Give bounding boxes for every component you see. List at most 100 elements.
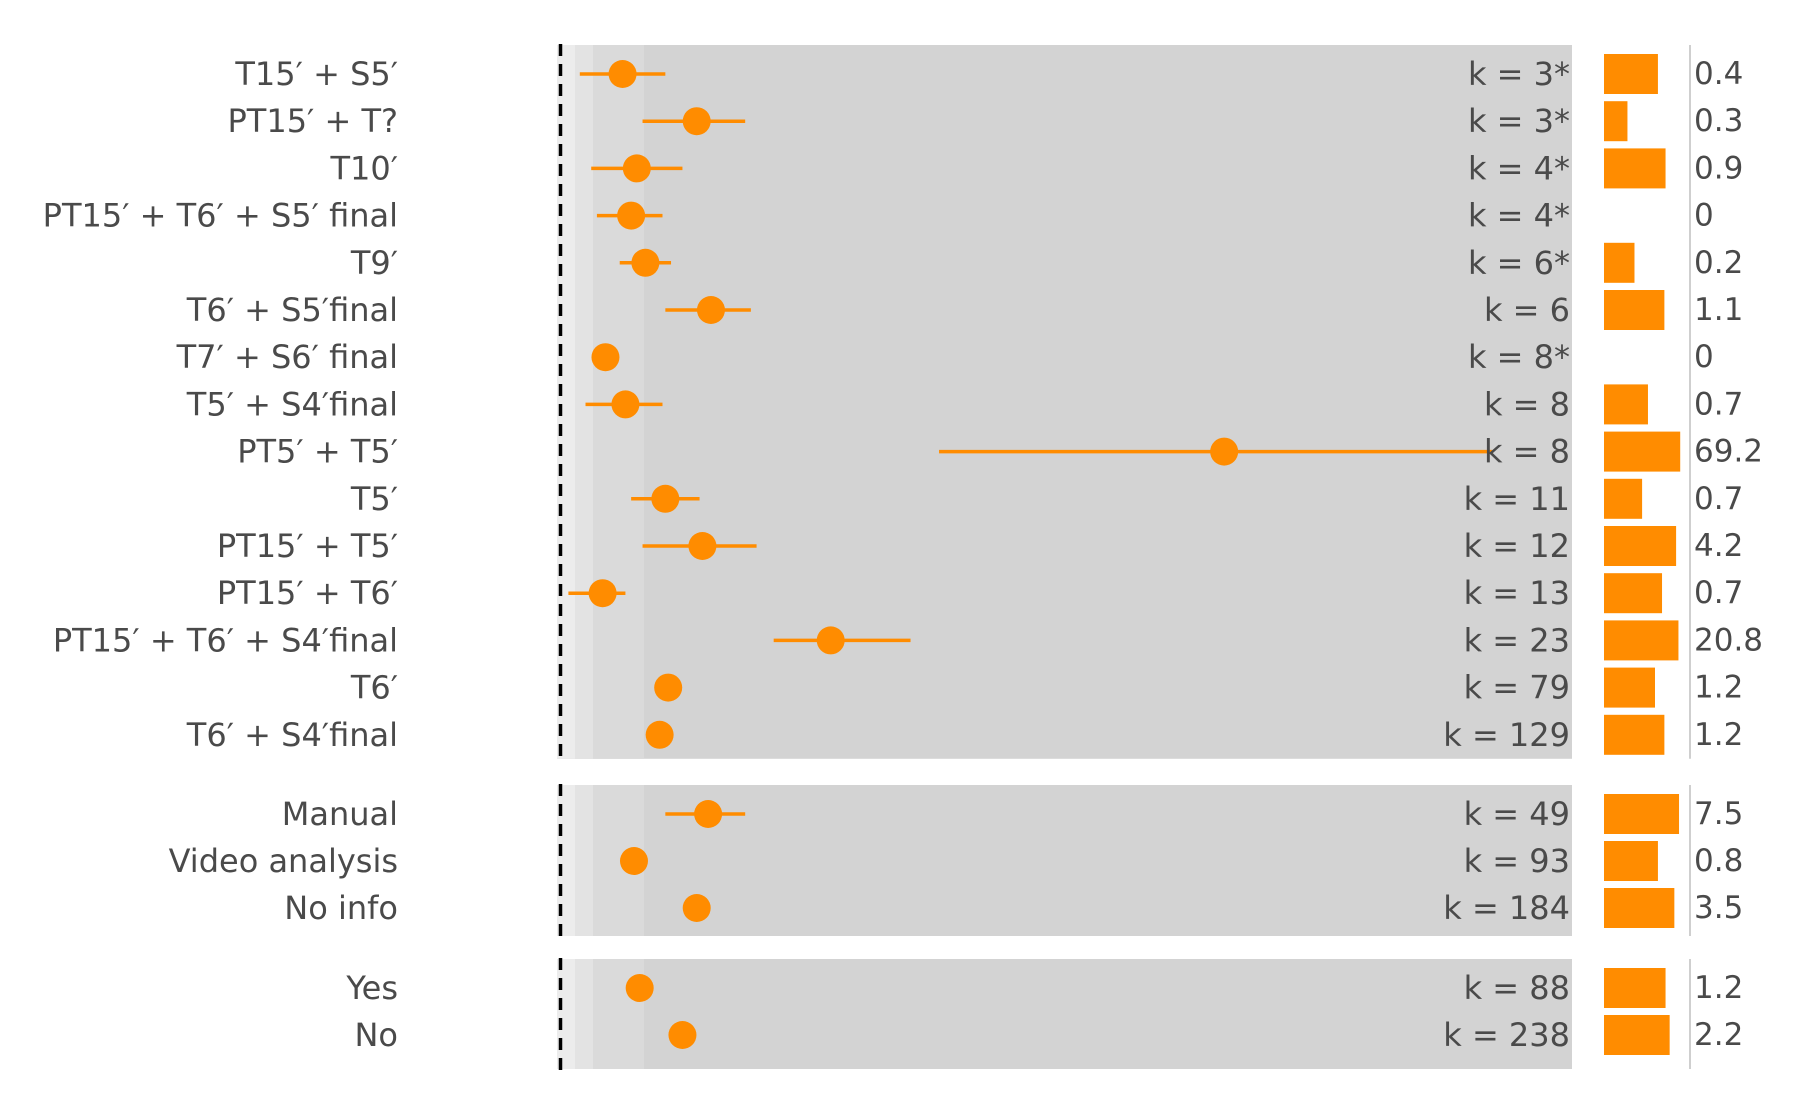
k-count-label: k = 49 [1464, 795, 1570, 833]
k-count-label: k = 12 [1464, 527, 1570, 565]
estimate-point [668, 1021, 696, 1049]
value-label: 1.2 [1694, 970, 1743, 1006]
group-2-shade-band-0 [557, 959, 575, 1069]
value-label: 4.2 [1694, 528, 1743, 564]
weight-bar [1604, 148, 1666, 188]
k-count-label: k = 6 [1484, 291, 1570, 329]
row-label: T6′ + S4′final [186, 716, 398, 754]
value-label: 1.2 [1694, 670, 1743, 706]
row-label: T6′ + S5′final [186, 291, 398, 329]
group-1-shade-band-1 [575, 785, 593, 936]
row-label: PT15′ + T6′ + S4′final [53, 621, 398, 659]
row-label: No [354, 1016, 398, 1054]
weight-bar [1604, 668, 1655, 708]
row-label: PT15′ + T6′ [217, 574, 398, 612]
row-label: Manual [282, 795, 398, 833]
k-count-label: k = 88 [1464, 969, 1570, 1007]
row-label: T10′ [329, 149, 398, 187]
estimate-point [611, 390, 639, 418]
k-count-label: k = 11 [1464, 480, 1570, 518]
estimate-point [617, 202, 645, 230]
weight-bar [1604, 384, 1648, 424]
row-label: PT15′ + T5′ [217, 527, 398, 565]
weight-bar [1604, 888, 1674, 928]
group-0-shade-band-1 [575, 45, 593, 759]
weight-bar [1604, 526, 1676, 566]
k-count-label: k = 184 [1443, 889, 1570, 927]
weight-bar [1604, 573, 1662, 613]
estimate-point [631, 249, 659, 277]
estimate-point [688, 532, 716, 560]
group-0-background [557, 45, 1572, 759]
row-label: T5′ + S4′final [186, 385, 398, 423]
group-2-panel: Yes k = 88 1.2No k = 238 2.2 [345, 958, 1743, 1070]
estimate-point [623, 154, 651, 182]
weight-bar [1604, 54, 1658, 94]
weight-bar [1604, 968, 1666, 1008]
row-label: PT15′ + T6′ + S5′ final [43, 197, 398, 235]
k-count-label: k = 8 [1484, 433, 1570, 471]
weight-bar [1604, 101, 1627, 141]
value-label: 7.5 [1694, 796, 1743, 832]
k-count-label: k = 13 [1464, 574, 1570, 612]
value-label: 1.2 [1694, 717, 1743, 753]
k-count-label: k = 3* [1468, 102, 1570, 140]
row-label: T6′ [350, 669, 398, 707]
estimate-point [651, 485, 679, 513]
estimate-point [589, 579, 617, 607]
k-count-label: k = 129 [1443, 716, 1570, 754]
value-label: 0.8 [1694, 843, 1743, 879]
k-count-label: k = 79 [1464, 669, 1570, 707]
group-2-background [557, 959, 1572, 1069]
value-label: 3.5 [1694, 890, 1743, 926]
row-label: PT5′ + T5′ [237, 433, 398, 471]
k-count-label: k = 4* [1468, 149, 1570, 187]
value-label: 0.3 [1694, 103, 1743, 139]
row-label: T5′ [350, 480, 398, 518]
value-label: 0.7 [1694, 575, 1743, 611]
row-label: T15′ + S5′ [234, 55, 398, 93]
k-count-label: k = 238 [1443, 1016, 1570, 1054]
estimate-point [694, 800, 722, 828]
weight-bar [1604, 432, 1680, 472]
row-label: T7′ + S6′ final [176, 338, 398, 376]
k-count-label: k = 23 [1464, 621, 1570, 659]
value-label: 0.4 [1694, 56, 1743, 92]
estimate-point [683, 107, 711, 135]
weight-bar [1604, 715, 1664, 755]
estimate-point [697, 296, 725, 324]
row-label: No info [284, 889, 398, 927]
k-count-label: k = 4* [1468, 197, 1570, 235]
estimate-point [646, 721, 674, 749]
value-label: 20.8 [1694, 622, 1763, 658]
value-label: 69.2 [1694, 434, 1763, 470]
group-0-panel: T15′ + S5′ k = 3* 0.4 PT15′ + T? k = 3* 0.3 T1… [43, 44, 1763, 760]
row-label: T9′ [350, 244, 398, 282]
weight-bar [1604, 243, 1634, 283]
weight-bar [1604, 479, 1642, 519]
estimate-point [654, 674, 682, 702]
value-label: 0.2 [1694, 245, 1743, 281]
weight-bar [1604, 841, 1658, 881]
estimate-point [626, 974, 654, 1002]
value-label: 0.7 [1694, 481, 1743, 517]
estimate-point [620, 847, 648, 875]
row-label: Yes [345, 969, 398, 1007]
weight-bar [1604, 794, 1679, 834]
group-1-panel: Manual k = 49 7.5 Video analysis k = 93 0.8 No… [169, 784, 1744, 937]
value-label: 1.1 [1694, 292, 1743, 328]
estimate-point [1210, 438, 1238, 466]
row-label: PT15′ + T? [227, 102, 398, 140]
k-count-label: k = 93 [1464, 842, 1570, 880]
weight-bar [1604, 620, 1678, 660]
weight-bar [1604, 290, 1664, 330]
estimate-point [609, 60, 637, 88]
k-count-label: k = 3* [1468, 55, 1570, 93]
value-label: 0.7 [1694, 386, 1743, 422]
k-count-label: k = 8* [1468, 338, 1570, 376]
estimate-point [683, 894, 711, 922]
value-label: 0 [1694, 339, 1714, 375]
estimate-point [817, 626, 845, 654]
row-label: Video analysis [169, 842, 398, 880]
